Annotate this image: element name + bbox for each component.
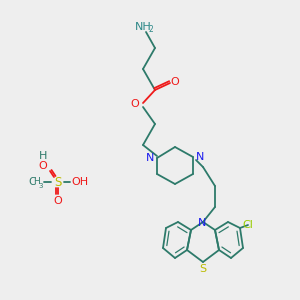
Text: NH: NH xyxy=(135,22,152,32)
Text: Cl: Cl xyxy=(243,220,254,230)
Text: O: O xyxy=(171,77,179,87)
Text: O: O xyxy=(54,196,62,206)
Text: O: O xyxy=(39,161,47,171)
Text: N: N xyxy=(196,152,204,162)
Text: S: S xyxy=(54,176,62,188)
Text: H: H xyxy=(34,178,40,187)
Text: 3: 3 xyxy=(39,183,43,189)
Text: 2: 2 xyxy=(148,25,153,34)
Text: N: N xyxy=(198,218,206,228)
Text: H: H xyxy=(39,151,47,161)
Text: N: N xyxy=(146,153,154,163)
Text: OH: OH xyxy=(71,177,88,187)
Text: O: O xyxy=(130,99,140,109)
Text: C: C xyxy=(28,177,36,187)
Text: S: S xyxy=(200,264,207,274)
